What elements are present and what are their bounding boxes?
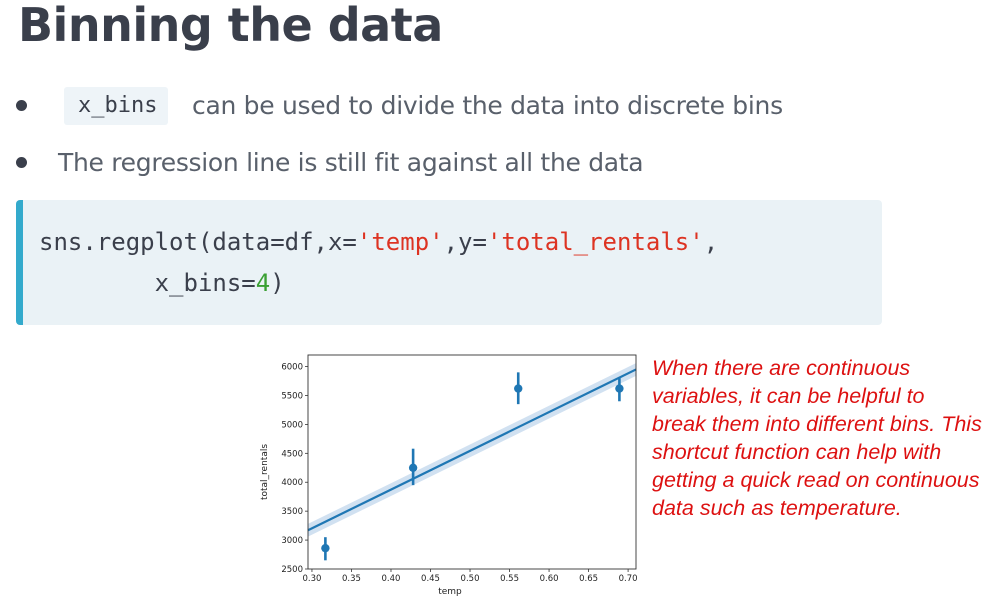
x-tick-label: 0.60 bbox=[540, 574, 559, 584]
code-token-string: 'total_rentals' bbox=[486, 228, 704, 256]
code-token-string: 'temp' bbox=[356, 228, 444, 256]
y-tick-label: 5500 bbox=[281, 391, 303, 401]
code-block: sns.regplot(data=df,x='temp',y='total_re… bbox=[16, 200, 882, 325]
y-tick-label: 4500 bbox=[281, 449, 303, 459]
x-tick-label: 0.35 bbox=[342, 574, 361, 584]
regression-line bbox=[307, 368, 637, 532]
code-token: ,y= bbox=[443, 228, 487, 256]
data-point bbox=[615, 384, 624, 393]
code-token-number: 4 bbox=[255, 269, 271, 297]
y-tick-label: 4000 bbox=[281, 478, 303, 488]
y-tick-label: 5000 bbox=[281, 420, 303, 430]
x-tick-label: 0.65 bbox=[579, 574, 598, 584]
code-line-1: sns.regplot(data=df,x='temp',y='total_re… bbox=[39, 222, 882, 263]
code-token: sns.regplot(data=df,x= bbox=[39, 228, 357, 256]
x-tick-label: 0.40 bbox=[382, 574, 401, 584]
bullet-text: can be used to divide the data into disc… bbox=[192, 90, 783, 120]
y-axis-label: total_rentals bbox=[260, 444, 270, 500]
data-point bbox=[408, 463, 418, 472]
code-token: ) bbox=[270, 269, 285, 297]
bullet-dot-icon bbox=[16, 99, 27, 111]
code-token: , bbox=[703, 228, 719, 256]
bullet-item: x_bins can be used to divide the data in… bbox=[0, 80, 960, 130]
code-line-2: x_bins=4) bbox=[39, 263, 882, 304]
y-tick-label: 6000 bbox=[281, 363, 303, 373]
x-tick-label: 0.45 bbox=[421, 574, 440, 584]
x-tick-label: 0.50 bbox=[461, 574, 480, 584]
bullet-text: The regression line is still fit against… bbox=[58, 147, 644, 177]
data-point bbox=[514, 384, 523, 393]
slide-title: Binning the data bbox=[18, 0, 443, 52]
annotation-note: When there are continuous variables, it … bbox=[652, 356, 982, 520]
regplot-chart: 0.30 0.35 0.40 0.45 0.50 0.55 0.60 0.65 0.70 2500… bbox=[255, 350, 645, 605]
bullet-dot-icon bbox=[16, 156, 27, 168]
plot-frame bbox=[307, 354, 637, 570]
x-axis-label: temp bbox=[438, 587, 462, 597]
y-tick-label: 3500 bbox=[281, 507, 303, 517]
chart-svg: 0.30 0.35 0.40 0.45 0.50 0.55 0.60 0.65 0.70 2500… bbox=[260, 354, 638, 597]
bullet-item: The regression line is still fit against… bbox=[0, 137, 960, 187]
y-tick-label: 2500 bbox=[281, 565, 303, 575]
inline-code: x_bins bbox=[64, 87, 169, 125]
code-token: x_bins= bbox=[39, 269, 256, 297]
y-tick-label: 3000 bbox=[281, 536, 303, 546]
x-tick-label: 0.55 bbox=[500, 574, 519, 584]
x-tick-label: 0.30 bbox=[302, 574, 321, 584]
data-point bbox=[321, 543, 330, 553]
x-tick-label: 0.70 bbox=[619, 574, 638, 584]
